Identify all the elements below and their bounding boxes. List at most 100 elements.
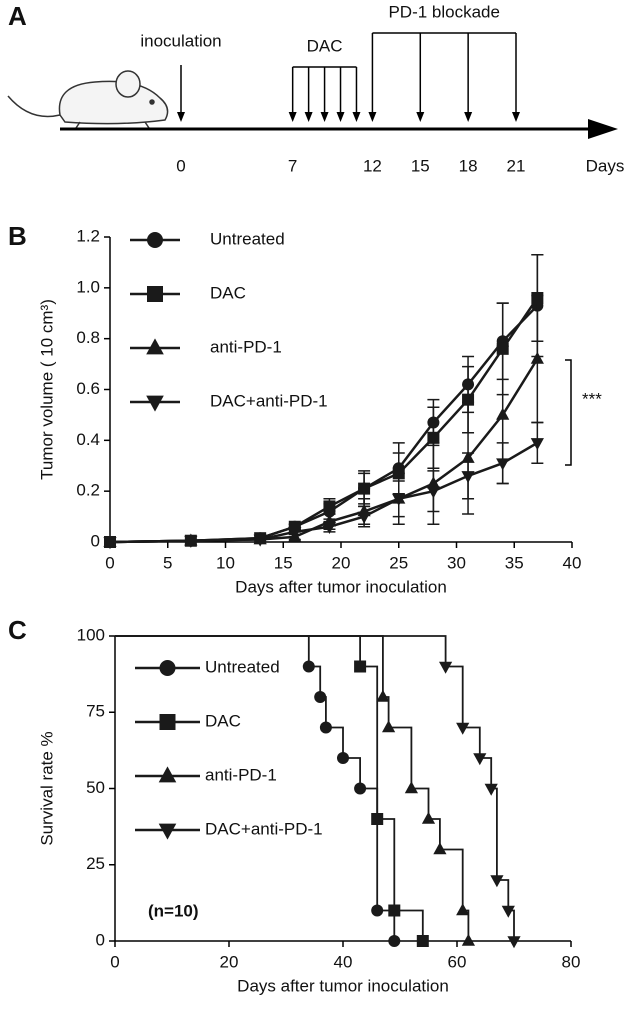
marker — [302, 660, 315, 673]
legend-label: anti-PD-1 — [205, 765, 277, 784]
marker — [473, 753, 487, 766]
significance-bracket — [565, 359, 572, 466]
marker — [496, 458, 510, 471]
marker — [426, 486, 440, 499]
series-line — [109, 441, 538, 544]
marker — [319, 721, 332, 734]
marker — [358, 482, 371, 495]
marker — [146, 338, 164, 355]
marker — [288, 527, 302, 540]
marker — [354, 660, 367, 673]
x-axis-label: Days after tumor inoculation — [235, 577, 447, 596]
marker — [392, 493, 406, 506]
marker — [371, 813, 384, 825]
y-tick-label: 0.4 — [76, 430, 100, 449]
y-tick-label: 50 — [86, 778, 105, 797]
marker — [147, 232, 163, 248]
timeline-tick-label: 18 — [459, 156, 478, 175]
marker — [388, 935, 401, 947]
marker — [314, 691, 327, 703]
marker — [253, 534, 267, 547]
annotation: *** — [582, 389, 602, 408]
y-tick-label: 0 — [91, 531, 100, 550]
arrow-head — [304, 112, 313, 122]
y-tick-label: 0.6 — [76, 379, 100, 398]
x-tick-label: 5 — [163, 553, 172, 572]
x-tick-label: 0 — [110, 952, 119, 971]
panel-label: C — [8, 615, 27, 645]
arrow-head — [352, 112, 361, 122]
marker — [461, 471, 475, 484]
arrow-head — [464, 112, 473, 122]
marker — [416, 935, 429, 947]
y-axis-label: Tumor volume ( 10 cm³) — [37, 299, 56, 480]
legend-label: DAC+anti-PD-1 — [210, 391, 328, 410]
marker — [490, 875, 504, 888]
marker — [427, 431, 440, 444]
arrow-head — [416, 112, 425, 122]
marker — [158, 766, 177, 783]
marker — [146, 395, 164, 412]
marker — [322, 521, 337, 534]
x-tick-label: 60 — [448, 952, 467, 971]
x-tick-label: 0 — [105, 553, 114, 572]
timeline-tick-label: 12 — [363, 156, 382, 175]
y-tick-label: 0.2 — [76, 481, 100, 500]
survival-curve — [115, 635, 515, 941]
timeline-label: inoculation — [140, 31, 221, 50]
marker — [388, 904, 401, 917]
legend-label: anti-PD-1 — [210, 337, 282, 356]
survival-curve — [115, 635, 396, 941]
y-tick-label: 1.2 — [76, 226, 100, 245]
x-tick-label: 40 — [563, 553, 582, 572]
y-tick-label: 0.8 — [76, 328, 100, 347]
marker — [530, 351, 544, 364]
marker — [484, 783, 498, 796]
arrow-head — [512, 112, 520, 122]
x-tick-label: 20 — [220, 952, 239, 971]
marker — [376, 689, 390, 702]
legend-label: Untreated — [205, 657, 280, 676]
marker — [354, 782, 367, 795]
timeline-label: PD-1 blockade — [388, 2, 500, 21]
marker — [159, 660, 176, 676]
marker — [404, 781, 418, 794]
survival-curve — [115, 635, 470, 941]
marker — [496, 407, 510, 420]
y-axis-label: Survival rate % — [37, 731, 56, 845]
timeline-tick-label: 7 — [288, 156, 297, 175]
marker — [357, 511, 371, 524]
legend-label: Untreated — [210, 229, 285, 248]
legend-label: DAC — [210, 283, 246, 302]
mouse-icon — [7, 70, 169, 129]
marker — [421, 811, 436, 824]
marker — [337, 752, 349, 764]
x-tick-label: 25 — [389, 553, 408, 572]
arrow-head — [177, 112, 185, 122]
legend-label: DAC — [205, 711, 241, 730]
marker — [184, 535, 198, 548]
arrow-head — [336, 112, 345, 122]
marker — [158, 823, 177, 840]
timeline-tick-label: 15 — [411, 156, 430, 175]
x-tick-label: 40 — [334, 952, 353, 971]
marker — [147, 286, 163, 302]
arrow-head — [288, 112, 297, 122]
arrow-head — [320, 112, 329, 122]
x-tick-label: 10 — [216, 553, 235, 572]
marker — [501, 905, 515, 918]
x-tick-label: 35 — [505, 553, 524, 572]
arrow-head — [368, 112, 377, 122]
annotation: (n=10) — [148, 901, 199, 920]
timeline-label: DAC — [307, 36, 343, 55]
timeline-arrowhead — [588, 119, 618, 139]
x-tick-label: 80 — [562, 952, 581, 971]
marker — [103, 537, 117, 550]
y-tick-label: 0 — [96, 930, 105, 949]
x-tick-label: 20 — [332, 553, 351, 572]
marker — [507, 936, 521, 949]
marker — [439, 661, 453, 674]
x-tick-label: 30 — [447, 553, 466, 572]
timeline-label: Days — [586, 156, 625, 175]
